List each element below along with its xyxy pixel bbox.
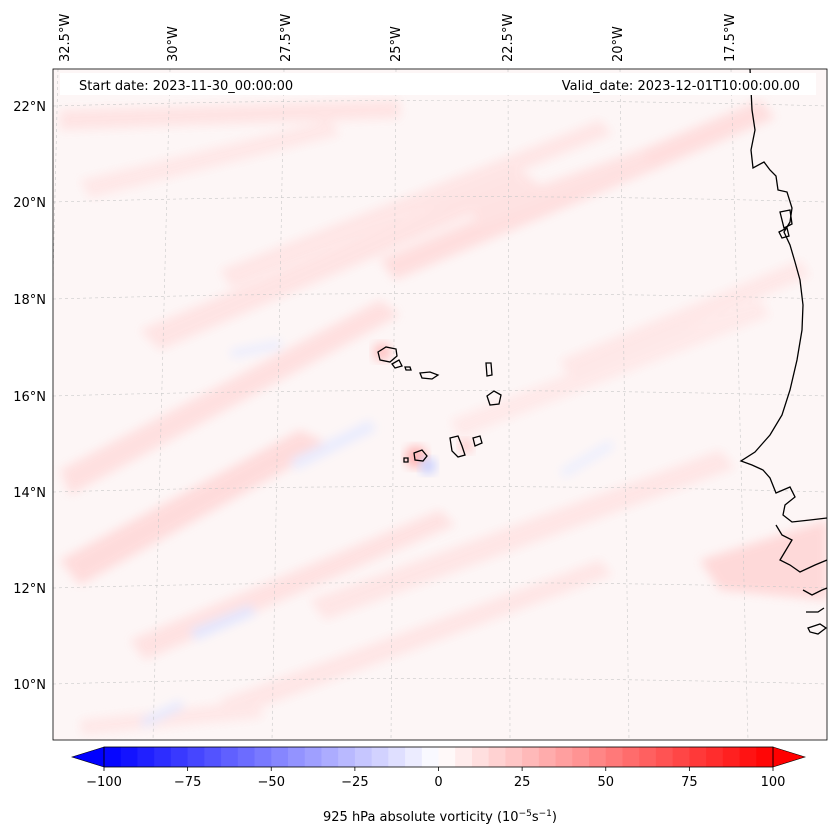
coastline xyxy=(377,69,827,635)
latitude-labels: 22°N 20°N 18°N 16°N 14°N 12°N 10°N xyxy=(13,100,46,693)
colorbar-segment xyxy=(505,747,523,767)
colorbar-tick-label: 75 xyxy=(681,775,698,790)
colorbar-segment xyxy=(304,747,322,767)
colorbar-segment xyxy=(438,747,456,767)
colorbar-segment xyxy=(555,747,573,767)
lon-tick-label: 25°W xyxy=(389,26,404,62)
island-sao-vicente xyxy=(391,359,403,369)
map-frame xyxy=(52,68,828,741)
colorbar-tick-label: 50 xyxy=(597,775,614,790)
colorbar: −100 −75 −50 −25 0 25 50 75 100 925 hPa absolute… xyxy=(70,746,807,825)
lon-tick-label: 20°W xyxy=(611,26,626,62)
colorbar-segment xyxy=(471,747,490,767)
colorbar-segment xyxy=(254,747,272,767)
colorbar-segment xyxy=(756,747,774,767)
lon-tick-label: 32.5°W xyxy=(58,14,73,62)
island-maio xyxy=(472,435,483,447)
colorbar-segment xyxy=(237,747,256,767)
colorbar-segment xyxy=(672,747,690,767)
africa-coastline xyxy=(739,69,827,523)
colorbar-tick-label: 100 xyxy=(761,775,786,790)
colorbar-tick-label: −75 xyxy=(174,775,201,790)
colorbar-segment xyxy=(538,747,557,767)
colorbar-extend-max xyxy=(772,746,807,768)
lat-tick-label: 18°N xyxy=(13,293,46,308)
colorbar-segment xyxy=(488,747,506,767)
longitude-labels: 32.5°W 30°W 27.5°W 25°W 22.5°W 20°W 17.5… xyxy=(58,14,738,62)
colorbar-segment xyxy=(338,747,356,767)
colorbar-segment xyxy=(655,747,674,767)
colorbar-segment xyxy=(605,747,623,767)
lon-tick-label: 27.5°W xyxy=(279,14,294,62)
colorbar-segment xyxy=(739,747,757,767)
colorbar-segment xyxy=(204,747,222,767)
colorbar-tick-label: −100 xyxy=(86,775,122,790)
colorbar-segment xyxy=(221,747,239,767)
graticule xyxy=(53,69,827,740)
colorbar-segment xyxy=(354,747,373,767)
lon-tick-label: 30°W xyxy=(166,26,181,62)
lat-tick-label: 22°N xyxy=(13,100,46,115)
colorbar-segment xyxy=(388,747,406,767)
colorbar-tick-label: −25 xyxy=(341,775,368,790)
colorbar-ticks: −100 −75 −50 −25 0 25 50 75 100 xyxy=(86,767,785,790)
lat-tick-label: 10°N xyxy=(13,678,46,693)
map-panel: Start date: 2023-11-30_00:00:00 Valid_da… xyxy=(52,68,828,741)
island-santa-luzia xyxy=(404,366,412,371)
lat-tick-label: 20°N xyxy=(13,196,46,211)
island-sal xyxy=(485,362,493,377)
colorbar-segment xyxy=(572,747,590,767)
colorbar-segment xyxy=(137,747,155,767)
island-santiago xyxy=(449,435,466,458)
colorbar-segment xyxy=(371,747,389,767)
colorbar-extend-min xyxy=(70,746,105,768)
colorbar-segment xyxy=(104,747,122,767)
colorbar-segment xyxy=(187,747,205,767)
lon-tick-label: 22.5°W xyxy=(501,14,516,62)
colorbar-segment xyxy=(589,747,607,767)
colorbar-segment xyxy=(120,747,138,767)
colorbar-segment xyxy=(405,747,423,767)
colorbar-segment xyxy=(287,747,306,767)
colorbar-segment xyxy=(639,747,657,767)
colorbar-tick-label: 25 xyxy=(514,775,531,790)
colorbar-label: 925 hPa absolute vorticity (10−5s−1) xyxy=(323,809,557,825)
lon-tick-label: 17.5°W xyxy=(723,14,738,62)
vorticity-field xyxy=(60,100,827,735)
colorbar-segment xyxy=(170,747,189,767)
colorbar-tick-label: −50 xyxy=(258,775,285,790)
colorbar-segment xyxy=(722,747,741,767)
lat-tick-label: 14°N xyxy=(13,486,46,501)
colorbar-tick-label: 0 xyxy=(434,775,442,790)
island-sao-nicolau xyxy=(419,371,440,380)
colorbar-segment xyxy=(271,747,289,767)
title-strip xyxy=(60,73,816,95)
start-date-label: Start date: 2023-11-30_00:00:00 xyxy=(79,79,293,94)
colorbar-segments xyxy=(104,747,774,767)
island-brava xyxy=(403,457,409,463)
colorbar-segment xyxy=(522,747,540,767)
island-boa-vista xyxy=(486,390,502,406)
lat-tick-label: 12°N xyxy=(13,582,46,597)
colorbar-segment xyxy=(706,747,724,767)
colorbar-segment xyxy=(154,747,172,767)
colorbar-segment xyxy=(421,747,439,767)
valid-date-label: Valid_date: 2023-12-01T10:00:00.00 xyxy=(562,79,800,94)
colorbar-segment xyxy=(455,747,473,767)
island-santo-antao xyxy=(377,346,398,363)
colorbar-segment xyxy=(321,747,339,767)
island-fogo xyxy=(413,449,428,462)
colorbar-segment xyxy=(689,747,707,767)
lat-tick-label: 16°N xyxy=(13,390,46,405)
colorbar-segment xyxy=(622,747,640,767)
